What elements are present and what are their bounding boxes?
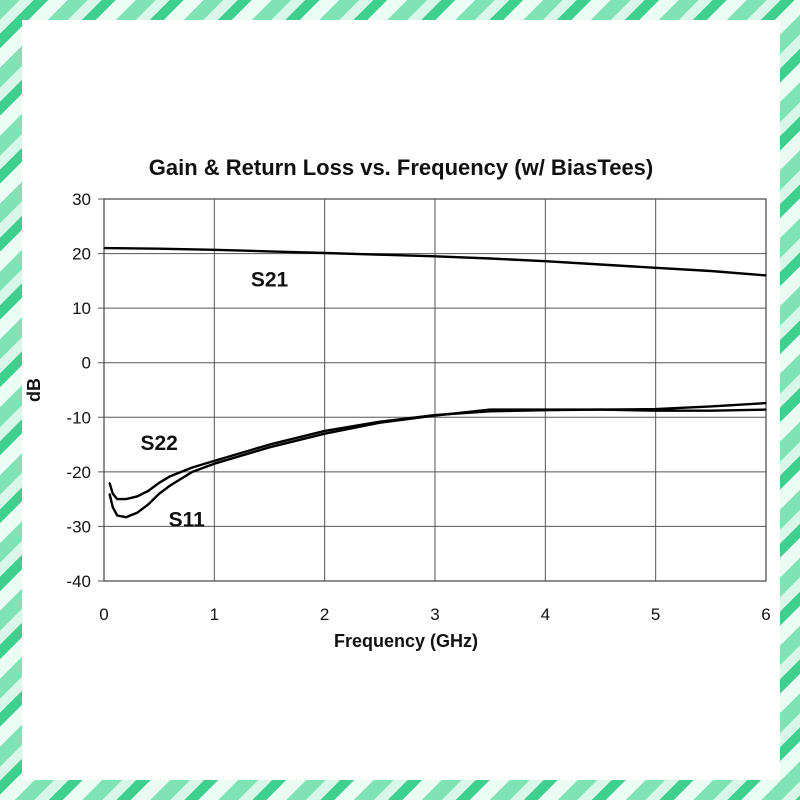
- series-label-s11: S11: [169, 508, 206, 531]
- data-point-s22: [213, 460, 215, 462]
- series-annotations: S21 S22 S11: [140, 268, 288, 531]
- data-point-s22: [489, 410, 491, 412]
- data-point-s11: [191, 471, 193, 473]
- data-point-s21: [379, 254, 381, 256]
- x-tick-label: 2: [320, 605, 329, 624]
- data-point-s22: [112, 493, 114, 495]
- data-point-s11: [136, 512, 138, 514]
- y-tick-label: -20: [66, 463, 91, 482]
- data-point-s22: [324, 430, 326, 432]
- x-tick-label: 0: [99, 605, 108, 624]
- data-point-s11: [268, 446, 271, 448]
- data-point-s22: [268, 443, 271, 446]
- y-tick-label: 30: [72, 190, 91, 209]
- data-point-s21: [599, 263, 602, 266]
- x-tick-label: 3: [430, 605, 439, 624]
- y-tick-label: 10: [72, 299, 91, 318]
- data-point-s22: [125, 498, 127, 500]
- data-point-s21: [434, 255, 436, 257]
- data-point-s11: [655, 410, 657, 412]
- series-line-s11: [108, 408, 767, 519]
- x-axis-label: Frequency (GHz): [334, 631, 478, 651]
- series-label-s22: S22: [140, 432, 177, 455]
- data-point-s11: [324, 433, 326, 435]
- data-point-s11: [158, 493, 160, 495]
- data-point-s11: [108, 493, 111, 495]
- data-point-s21: [765, 274, 767, 276]
- data-point-s11: [125, 516, 127, 518]
- data-point-s21: [103, 247, 105, 249]
- grid: [98, 198, 767, 582]
- series-lines: [103, 246, 767, 519]
- x-tick-label: 1: [210, 605, 219, 624]
- y-tick-label: -10: [66, 408, 91, 427]
- data-point-s21: [324, 252, 326, 254]
- data-point-s11: [116, 514, 118, 517]
- y-tick-label: 0: [82, 354, 91, 373]
- data-point-s11: [112, 506, 114, 508]
- data-point-s11: [544, 409, 546, 411]
- data-point-s21: [655, 267, 657, 269]
- series-label-s21: S21: [251, 268, 289, 291]
- chart-title: Gain & Return Loss vs. Frequency (w/ Bia…: [149, 155, 654, 180]
- data-point-s22: [169, 475, 171, 477]
- data-point-s21: [710, 270, 712, 272]
- plot-area: [103, 198, 767, 582]
- data-point-s11: [599, 409, 602, 411]
- data-point-s11: [710, 410, 712, 412]
- x-tick-label: 4: [541, 605, 550, 624]
- data-point-s11: [147, 504, 149, 506]
- data-point-s21: [268, 250, 271, 252]
- data-point-s22: [655, 408, 657, 410]
- tick-labels: 0 1 2 3 4 5 6 30 20 10 0 -10 -20 -30 -40: [66, 190, 770, 624]
- data-point-s11: [169, 484, 171, 487]
- y-tick-label: 20: [72, 245, 91, 264]
- data-point-s22: [158, 482, 160, 484]
- data-point-s21: [213, 249, 215, 251]
- data-point-s11: [434, 415, 436, 417]
- data-point-s11: [213, 463, 215, 465]
- data-point-s22: [108, 482, 111, 484]
- y-tick-label: -40: [66, 572, 91, 591]
- y-axis-label: dB: [24, 378, 44, 402]
- data-point-s22: [136, 495, 138, 498]
- y-tick-label: -30: [66, 517, 91, 536]
- data-point-s22: [116, 498, 118, 500]
- data-point-s11: [379, 422, 381, 424]
- data-point-s21: [158, 248, 160, 250]
- data-point-s21: [489, 257, 491, 260]
- data-point-s22: [147, 490, 149, 492]
- chart-panel: [22, 20, 780, 780]
- data-point-s21: [544, 260, 546, 262]
- data-point-s11: [765, 409, 767, 411]
- data-point-s22: [710, 405, 712, 407]
- data-point-s22: [765, 402, 767, 404]
- data-point-s22: [191, 466, 193, 469]
- x-tick-label: 6: [761, 605, 770, 624]
- x-tick-label: 5: [651, 605, 660, 624]
- data-point-s11: [489, 409, 491, 411]
